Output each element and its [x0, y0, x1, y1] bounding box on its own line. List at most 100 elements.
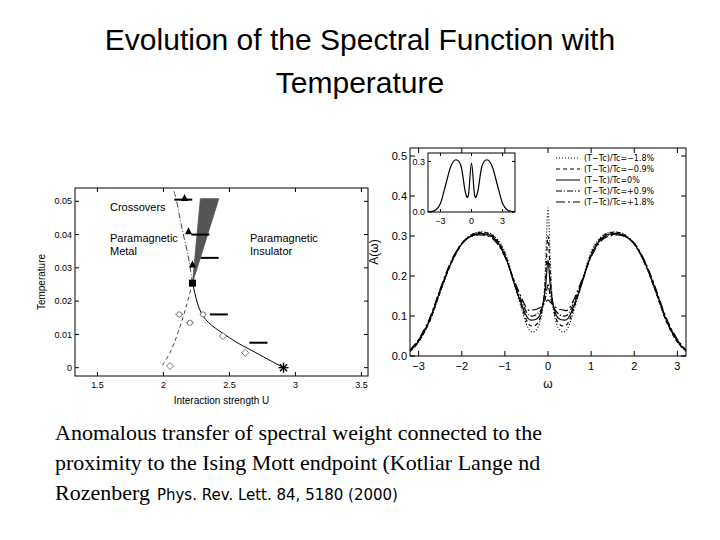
caption-last-line: RozenbergPhys. Rev. Lett. 84, 5180 (2000… [55, 480, 398, 505]
legend-label: (T−Tc)/Tc=−0.9% [584, 165, 655, 174]
x-tick [548, 148, 549, 153]
x-tick-label: 0 [469, 216, 474, 226]
marker-dash [210, 313, 228, 315]
y-tick-label: 0.2 [392, 270, 407, 282]
x-tick [97, 372, 98, 376]
annotation: Paramagnetic [250, 232, 318, 244]
y-tick-label: 0.05 [54, 196, 72, 206]
plot-background [428, 153, 515, 212]
x-axis-label: Interaction strength U [174, 395, 270, 406]
x-tick [461, 148, 462, 153]
x-tick-label: 0 [545, 360, 551, 372]
y-tick [410, 236, 415, 237]
y-tick [410, 276, 415, 277]
line [161, 283, 193, 368]
y-tick [410, 196, 415, 197]
marker-diamond [242, 349, 249, 356]
y-tick [364, 334, 368, 335]
x-tick-label: 2 [631, 360, 637, 372]
x-tick [418, 351, 419, 356]
slide-title: Evolution of the Spectral Function with [105, 23, 615, 56]
y-tick-label: 0.1 [392, 310, 407, 322]
x-tick [361, 188, 362, 192]
chart-1: −3−2−101230.00.10.20.30.40.5ωA(ω)(T−Tc)/… [367, 148, 686, 391]
x-tick [634, 351, 635, 356]
legend-label: (T−Tc)/Tc=+1.8% [584, 198, 655, 207]
caption-line: proximity to the Ising Mott endpoint (Ko… [55, 450, 540, 475]
x-tick-label: 2.5 [223, 380, 236, 390]
legend-swatch [556, 180, 580, 181]
marker-triangle [185, 227, 192, 234]
legend-swatch [556, 191, 580, 192]
y-tick-label: 0.3 [392, 230, 407, 242]
x-tick-label: 3 [500, 216, 505, 226]
x-tick [548, 351, 549, 356]
x-axis-label: ω [543, 377, 552, 391]
x-tick-label: 1 [588, 360, 594, 372]
x-tick [229, 372, 230, 376]
plot-data [410, 208, 686, 351]
x-tick-label: −3 [412, 360, 425, 372]
slide: Evolution of the Spectral Function with T… [0, 0, 720, 540]
legend: (T−Tc)/Tc=−1.8%(T−Tc)/Tc=−0.9%(T−Tc)/Tc=… [556, 154, 655, 207]
plot-data [428, 160, 515, 212]
x-tick [677, 351, 678, 356]
x-tick-label: 3 [293, 380, 298, 390]
line [410, 234, 686, 350]
x-tick [461, 351, 462, 356]
x-tick-label: 3.5 [355, 380, 368, 390]
x-tick [295, 372, 296, 376]
x-tick [163, 188, 164, 192]
annotation: Insulator [250, 245, 293, 257]
y-tick [75, 301, 79, 302]
x-tick [504, 351, 505, 356]
x-tick-label: −2 [455, 360, 468, 372]
line [410, 233, 686, 350]
plot-frame [428, 153, 515, 212]
y-tick-label: 0.4 [392, 190, 407, 202]
x-tick [591, 351, 592, 356]
slide-title: Temperature [276, 66, 444, 99]
y-tick [681, 236, 686, 237]
caption-line: Anomalous transfer of spectral weight co… [55, 420, 542, 445]
x-tick [418, 148, 419, 153]
x-tick [591, 148, 592, 153]
legend-swatch [556, 202, 580, 203]
y-tick [681, 316, 686, 317]
x-tick-label: −1 [499, 360, 512, 372]
annotation: Crossovers [110, 201, 166, 213]
line [410, 208, 686, 351]
y-tick-label: 0.0 [392, 350, 407, 362]
y-tick [75, 267, 79, 268]
line [410, 235, 686, 350]
shaded-region [192, 199, 218, 284]
marker-dash [191, 234, 209, 236]
y-tick [681, 276, 686, 277]
line [410, 232, 686, 351]
y-tick [364, 201, 368, 202]
y-tick [364, 367, 368, 368]
annotation: Paramagnetic [110, 232, 178, 244]
y-tick [75, 334, 79, 335]
plot-data [161, 191, 289, 372]
marker-diamond [167, 363, 174, 370]
y-tick [75, 201, 79, 202]
y-tick [364, 234, 368, 235]
x-tick [677, 148, 678, 153]
marker-star [279, 363, 289, 373]
x-tick-label: −3 [435, 216, 445, 226]
marker-triangle [189, 261, 196, 268]
legend-swatch [556, 169, 580, 170]
x-tick [97, 188, 98, 192]
y-tick-label: 0.02 [54, 296, 72, 306]
chart-0: 1.522.533.500.010.020.030.040.05Interact… [36, 188, 368, 406]
plot-frame [410, 148, 686, 356]
star-ray [280, 364, 287, 371]
y-tick-label: 0.5 [392, 150, 407, 162]
marker-dash [249, 342, 267, 344]
legend-swatch [556, 158, 580, 159]
legend-label: (T−Tc)/Tc=0% [584, 176, 640, 185]
marker-circle [200, 312, 205, 317]
line [192, 283, 283, 368]
y-tick [75, 234, 79, 235]
